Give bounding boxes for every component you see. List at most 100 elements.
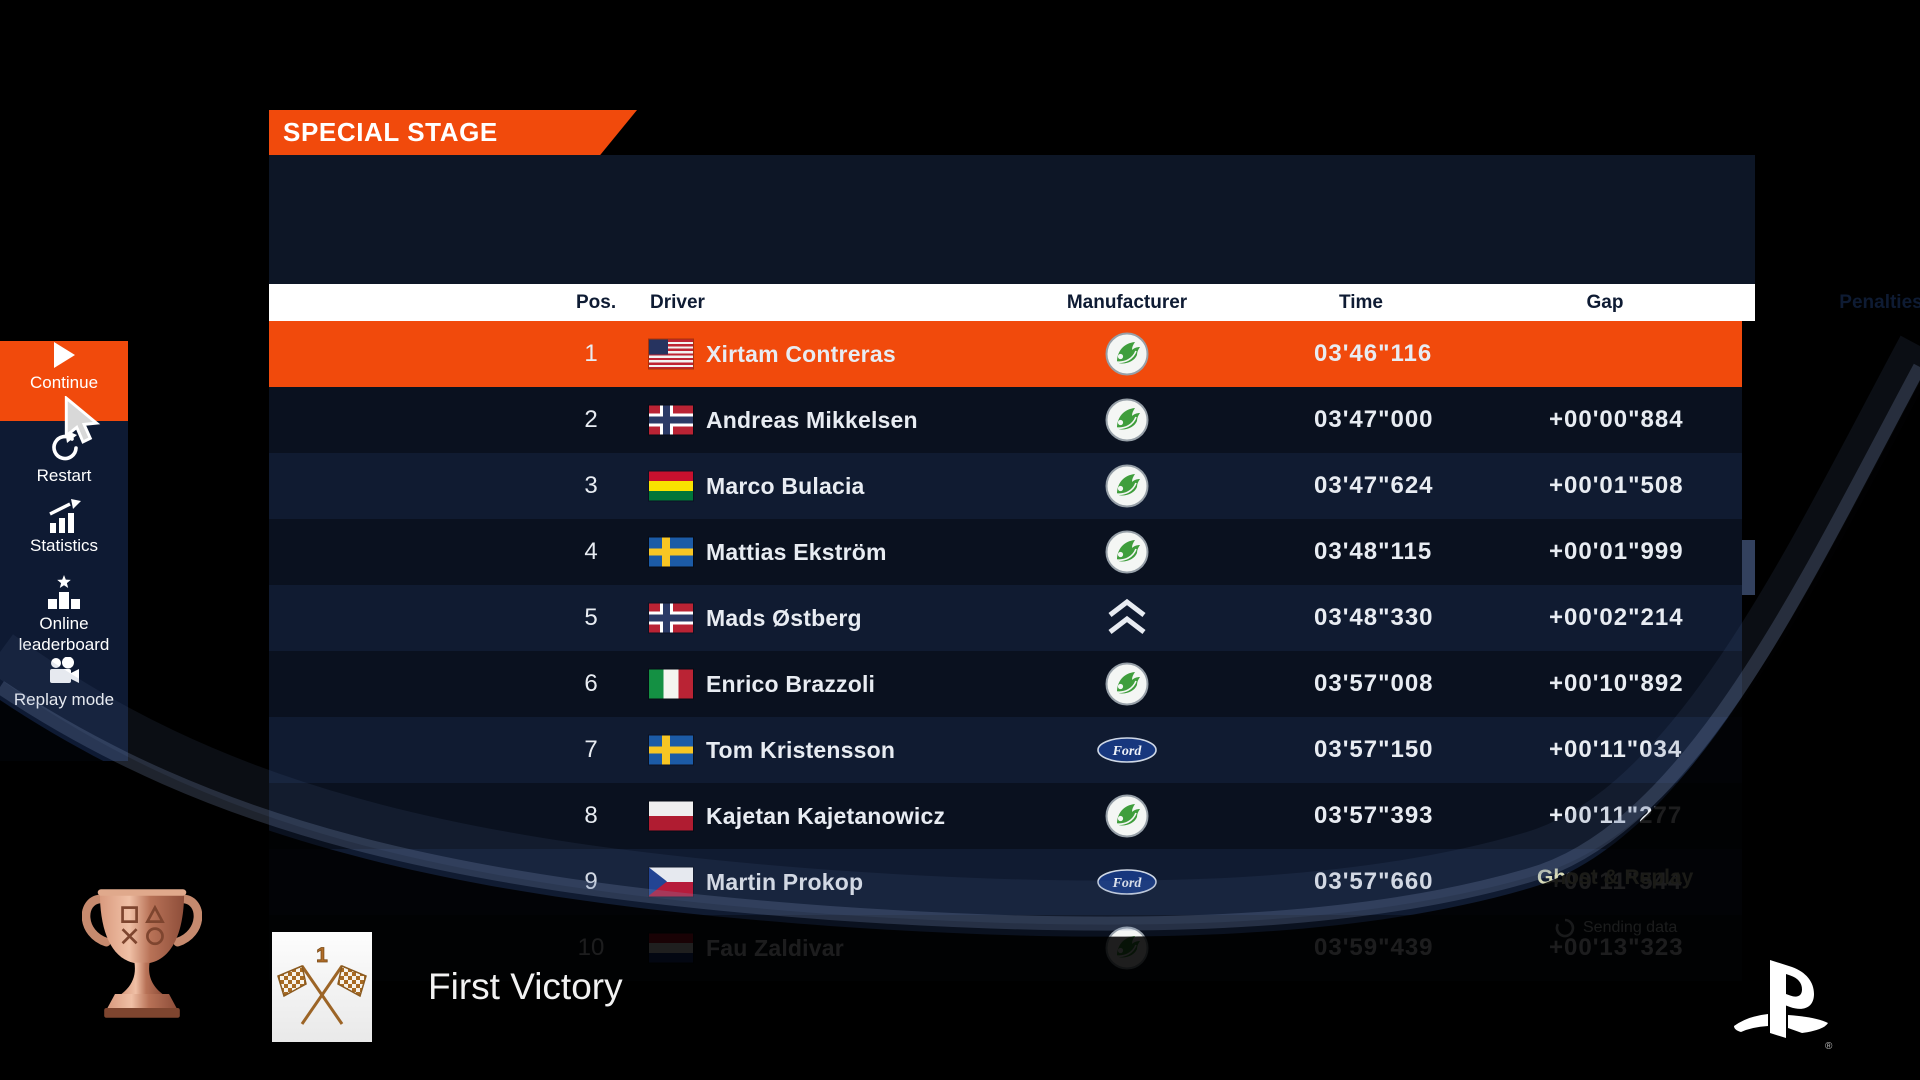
flag-se bbox=[649, 537, 693, 567]
svg-text:Ford: Ford bbox=[1112, 744, 1143, 759]
time-cell: 03'48"330 bbox=[1314, 604, 1434, 631]
driver-name: Marco Bulacia bbox=[706, 473, 865, 499]
svg-text:®: ® bbox=[1825, 1041, 1833, 1052]
table-row[interactable]: 9 Martin Prokop Ford 03'57"660 +00'11"54… bbox=[269, 849, 1742, 915]
event-header-panel: ❄ RALLY SWEDEN WRC 2021 HISTORIC bbox=[269, 155, 1755, 423]
crossed-flags-icon bbox=[277, 964, 367, 1025]
driver-name: Tom Kristensson bbox=[706, 737, 896, 763]
sidebar-item-label: Statistics bbox=[29, 536, 99, 555]
skoda-logo bbox=[1105, 662, 1149, 706]
skoda-logo bbox=[1105, 332, 1149, 376]
driver-name: Fau Zaldivar bbox=[706, 935, 844, 961]
sidebar-item-replay-mode[interactable]: Replay mode bbox=[0, 657, 128, 710]
replay-camera-icon bbox=[50, 657, 79, 683]
flag-cz bbox=[649, 867, 693, 897]
time-cell: 03'57"150 bbox=[1314, 736, 1434, 763]
citroen-logo bbox=[1104, 596, 1150, 640]
sidebar-item-statistics[interactable]: Statistics bbox=[0, 499, 128, 556]
banner: SPECIAL STAGE STANDINGS bbox=[269, 110, 637, 155]
banner-title: SPECIAL STAGE STANDINGS bbox=[283, 117, 498, 147]
column-manufacturer: Manufacturer bbox=[1066, 292, 1188, 313]
column-pos: Pos. bbox=[576, 292, 617, 313]
table-row[interactable]: 1 Xirtam Contreras 03'46"116 bbox=[269, 321, 1742, 387]
flag-no bbox=[649, 603, 693, 633]
time-cell: 03'57"660 bbox=[1314, 868, 1434, 895]
flag-us bbox=[649, 339, 693, 369]
driver-name: Kajetan Kajetanowicz bbox=[706, 803, 946, 829]
restart-icon bbox=[52, 430, 78, 461]
scrollbar-thumb[interactable] bbox=[1742, 540, 1755, 595]
gap-cell: +00'11"034 bbox=[1549, 736, 1683, 763]
gap-cell: +00'00"884 bbox=[1549, 406, 1684, 433]
position-cell: 7 bbox=[584, 736, 598, 763]
column-penalties: Penalties bbox=[1839, 292, 1920, 313]
driver-name: Mattias Ekström bbox=[706, 539, 887, 565]
position-cell: 5 bbox=[584, 604, 598, 631]
position-cell: 1 bbox=[584, 340, 598, 367]
flag-se bbox=[649, 735, 693, 765]
skoda-logo bbox=[1105, 794, 1149, 838]
time-cell: 03'48"115 bbox=[1314, 538, 1433, 565]
table-header: Pos. Driver Manufacturer Time Gap Penalt… bbox=[269, 284, 1920, 321]
ghost-replay-status: Sending data bbox=[1555, 918, 1677, 938]
svg-text:1: 1 bbox=[316, 944, 328, 967]
ghost-replay-status-text: Sending data bbox=[1583, 919, 1678, 936]
leaderboard-icon bbox=[48, 575, 80, 609]
position-cell: 2 bbox=[584, 406, 598, 433]
position-cell: 3 bbox=[584, 472, 598, 499]
driver-name: Mads Østberg bbox=[706, 605, 862, 631]
column-gap: Gap bbox=[1586, 292, 1624, 313]
sidebar-item-label: Restart bbox=[36, 466, 92, 485]
sidebar: Continue Restart Statistics Online lea bbox=[0, 341, 128, 761]
time-cell: 03'57"008 bbox=[1314, 670, 1434, 697]
time-cell: 03'47"624 bbox=[1314, 472, 1434, 499]
skoda-logo bbox=[1105, 398, 1149, 442]
gap-cell: +00'11"277 bbox=[1549, 802, 1683, 829]
skoda-logo bbox=[1105, 464, 1149, 508]
position-cell: 4 bbox=[584, 538, 598, 565]
sidebar-item-online-leaderboard[interactable]: Online leaderboard bbox=[0, 573, 128, 655]
driver-name: Martin Prokop bbox=[706, 869, 864, 895]
driver-name: Enrico Brazzoli bbox=[706, 671, 876, 697]
position-cell: 9 bbox=[584, 868, 598, 895]
sidebar-item-label: Replay mode bbox=[13, 690, 115, 709]
bronze-trophy-icon bbox=[82, 889, 202, 1018]
statistics-icon bbox=[49, 499, 81, 533]
flag-it bbox=[649, 669, 693, 699]
time-cell: 03'57"393 bbox=[1314, 802, 1434, 829]
skoda-logo bbox=[1105, 530, 1149, 574]
spinner-icon bbox=[1555, 918, 1575, 938]
trophy-title: First Victory bbox=[428, 966, 623, 1007]
flag-no bbox=[649, 405, 693, 435]
sidebar-item-restart[interactable]: Restart bbox=[0, 429, 128, 486]
flag-pl bbox=[649, 801, 693, 831]
svg-text:Ford: Ford bbox=[1112, 876, 1143, 891]
table-row[interactable]: 7 Tom Kristensson Ford 03'57"150 +00'11"… bbox=[269, 717, 1742, 783]
table-row[interactable]: 4 Mattias Ekström 03'48"115 +00'01"999 bbox=[269, 519, 1742, 585]
flag-bo bbox=[649, 471, 693, 501]
playstation-logo: ® bbox=[1734, 960, 1833, 1052]
time-cell: 03'46"116 bbox=[1314, 340, 1433, 367]
table-row[interactable]: 2 Andreas Mikkelsen 03'47"000 +00'00"884 bbox=[269, 387, 1742, 453]
table-row[interactable]: 8 Kajetan Kajetanowicz 03'57"393 +00'11"… bbox=[269, 783, 1742, 849]
ghost-replay-title: Ghost & Replay bbox=[1537, 866, 1694, 889]
gap-cell: +00'02"214 bbox=[1549, 604, 1684, 631]
standings-rows: 1 Xirtam Contreras 03'46"116 2 Andreas M… bbox=[269, 321, 1742, 981]
ford-logo: Ford bbox=[1097, 737, 1157, 763]
table-row[interactable]: 6 Enrico Brazzoli 03'57"008 +00'10"892 bbox=[269, 651, 1742, 717]
skoda-logo bbox=[1105, 926, 1149, 970]
table-row[interactable]: 3 Marco Bulacia 03'47"624 +00'01"508 bbox=[269, 453, 1742, 519]
ford-logo: Ford bbox=[1097, 869, 1157, 895]
ghost-replay-panel[interactable]: Ghost & Replay Sending data bbox=[1537, 866, 1767, 938]
sidebar-item-continue[interactable]: Continue bbox=[0, 341, 128, 421]
play-icon bbox=[54, 342, 75, 368]
position-cell: 8 bbox=[584, 802, 598, 829]
position-cell: 6 bbox=[584, 670, 598, 697]
flag-py bbox=[649, 933, 693, 963]
column-time: Time bbox=[1338, 292, 1384, 313]
gap-cell: +00'01"508 bbox=[1549, 472, 1684, 499]
driver-name: Andreas Mikkelsen bbox=[706, 407, 918, 433]
table-row[interactable]: 5 Mads Østberg 03'48"330 +00'02"214 bbox=[269, 585, 1742, 651]
achievement-icon: 1 bbox=[272, 932, 372, 1042]
